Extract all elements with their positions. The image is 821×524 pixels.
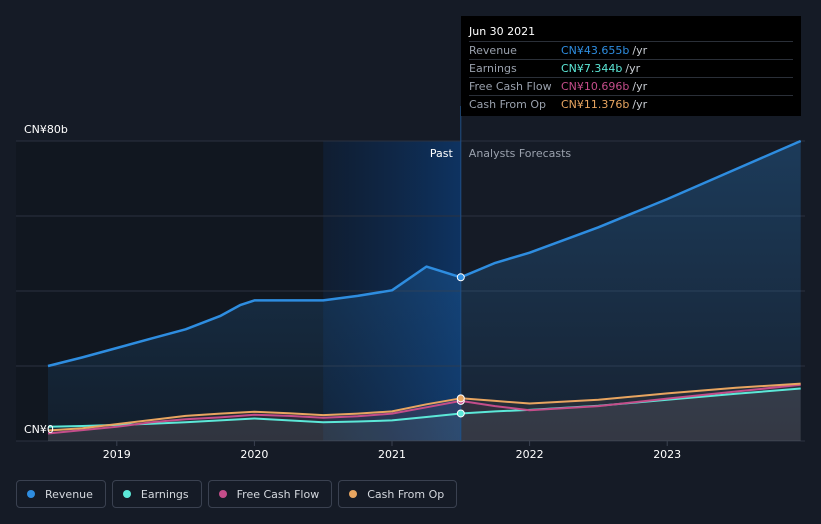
area-revenue [48,141,801,441]
area-earnings [48,388,801,441]
tooltip-value: CN¥43.655b [561,44,630,57]
y-axis-top-label: CN¥80b [24,123,68,136]
line-revenue [47,139,802,368]
legend-item-earnings[interactable]: Earnings [111,480,202,508]
tooltip-row-cash-from-op: Cash From Op CN¥11.376b /yr [469,95,793,113]
legend-label: Free Cash Flow [236,487,320,501]
forecast-label: Analysts Forecasts [469,147,572,160]
area-cash-from-op [48,383,801,441]
area-free-cash-flow [48,384,801,441]
past-label: Past [430,147,454,160]
line-free-cash-flow [47,383,801,435]
legend-dot-icon [349,490,358,498]
tooltip-value: CN¥10.696b [561,80,630,93]
tooltip-label: Revenue [469,44,517,57]
tooltip-date: Jun 30 2021 [469,25,536,38]
tooltip-value: CN¥7.344b [561,62,623,75]
legend-dot-icon [122,490,131,498]
tooltip-row-revenue: Revenue CN¥43.655b /yr [469,41,793,59]
tooltip-label: Earnings [469,62,517,75]
legend-label: Cash From Op [367,487,445,501]
legend-label: Earnings [140,487,189,501]
legend-dot-icon [218,490,227,498]
tooltip-unit: /yr [632,80,648,93]
x-tick-label: 2023 [653,448,681,461]
x-tick-label: 2019 [103,448,131,461]
legend-item-cash-from-op[interactable]: Cash From Op [338,480,458,508]
tooltip-row-earnings: Earnings CN¥7.344b /yr [469,59,793,77]
legend-item-free-cash-flow[interactable]: Free Cash Flow [207,480,333,508]
tooltip-unit: /yr [625,62,641,75]
series-lines [47,139,802,435]
line-cash-from-op [47,382,801,432]
marker-cash-from-op [456,394,465,403]
tooltip-value: CN¥11.376b [561,98,630,111]
marker-earnings [456,409,465,418]
y-axis-bottom-label: CN¥0 [24,423,54,436]
x-tick-label: 2021 [378,448,406,461]
tooltip-unit: /yr [632,98,648,111]
hover-markers [456,273,465,418]
tooltip-label: Cash From Op [469,98,547,111]
legend-item-revenue[interactable]: Revenue [16,480,106,508]
x-tick-label: 2020 [240,448,268,461]
tooltip-unit: /yr [632,44,648,57]
tooltip: Jun 30 2021 Revenue CN¥43.655b /yr Earni… [461,16,801,116]
marker-revenue [456,273,465,282]
series-areas [48,141,801,441]
tooltip-row-free-cash-flow: Free Cash Flow CN¥10.696b /yr [469,77,793,95]
legend-label: Revenue [45,487,93,501]
x-tick-label: 2022 [516,448,544,461]
chart-area: CN¥80b CN¥0 Past Analysts Forecasts 2019… [16,106,805,461]
tooltip-label: Free Cash Flow [469,80,552,93]
legend: Revenue Earnings Free Cash Flow Cash Fro… [16,480,458,508]
x-axis-ticks: 2019 2020 2021 2022 2023 [103,441,681,461]
legend-dot-icon [27,490,35,498]
